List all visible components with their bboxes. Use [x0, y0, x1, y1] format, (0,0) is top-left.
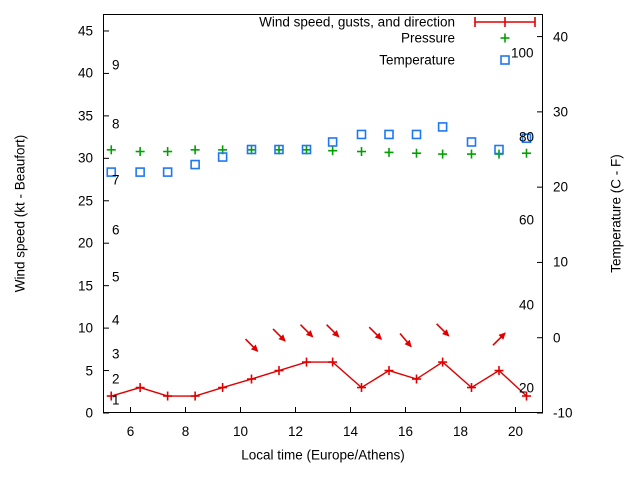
- beaufort-label-5: 5: [112, 269, 120, 285]
- x-tick-20: 20: [507, 424, 524, 439]
- legend-label-1: Pressure: [400, 30, 455, 46]
- beaufort-label-2: 2: [112, 371, 120, 387]
- y-tick-left-20: 20: [77, 235, 93, 251]
- beaufort-label-3: 3: [112, 345, 120, 361]
- x-tick-14: 14: [342, 424, 359, 439]
- fahrenheit-label-100: 100: [511, 45, 534, 61]
- x-tick-8: 8: [181, 424, 190, 439]
- y-tick-right-30: 30: [553, 104, 569, 120]
- beaufort-label-4: 4: [112, 311, 120, 327]
- y-tick-right-10: 10: [553, 254, 569, 270]
- y-axis-right-title: Temperature (C - F): [608, 154, 624, 273]
- x-tick-10: 10: [232, 424, 249, 439]
- beaufort-label-6: 6: [112, 222, 120, 238]
- y-tick-left-5: 5: [85, 362, 93, 378]
- x-tick-18: 18: [452, 424, 469, 439]
- fahrenheit-label-20: 20: [519, 380, 535, 396]
- fahrenheit-label-40: 40: [519, 296, 535, 312]
- beaufort-label-8: 8: [112, 116, 120, 132]
- y-tick-right-40: 40: [553, 28, 569, 44]
- y-tick-left-10: 10: [77, 320, 93, 336]
- beaufort-label-7: 7: [112, 171, 120, 187]
- fahrenheit-label-60: 60: [519, 212, 535, 228]
- y-tick-right-0: 0: [553, 329, 561, 345]
- y-tick-right--10: -10: [553, 405, 573, 421]
- x-tick-12: 12: [287, 424, 304, 439]
- x-axis-title: Local time (Europe/Athens): [241, 447, 405, 463]
- y-tick-left-30: 30: [77, 150, 93, 166]
- legend-label-2: Temperature: [379, 52, 455, 68]
- y-tick-left-15: 15: [77, 277, 93, 293]
- x-tick-6: 6: [126, 424, 135, 439]
- y-tick-left-45: 45: [77, 23, 93, 39]
- y-tick-right-20: 20: [553, 179, 569, 195]
- beaufort-label-1: 1: [112, 392, 120, 408]
- fahrenheit-label-80: 80: [519, 128, 535, 144]
- legend-label-0: Wind speed, gusts, and direction: [259, 14, 455, 30]
- x-tick-16: 16: [397, 424, 414, 439]
- y-tick-left-35: 35: [77, 108, 93, 124]
- y-tick-left-40: 40: [77, 65, 93, 81]
- y-axis-left-title: Wind speed (kt - Beaufort): [12, 134, 28, 293]
- plot-area: [103, 14, 543, 413]
- y-tick-left-0: 0: [85, 405, 93, 421]
- y-tick-left-25: 25: [77, 193, 93, 209]
- beaufort-label-9: 9: [112, 57, 120, 73]
